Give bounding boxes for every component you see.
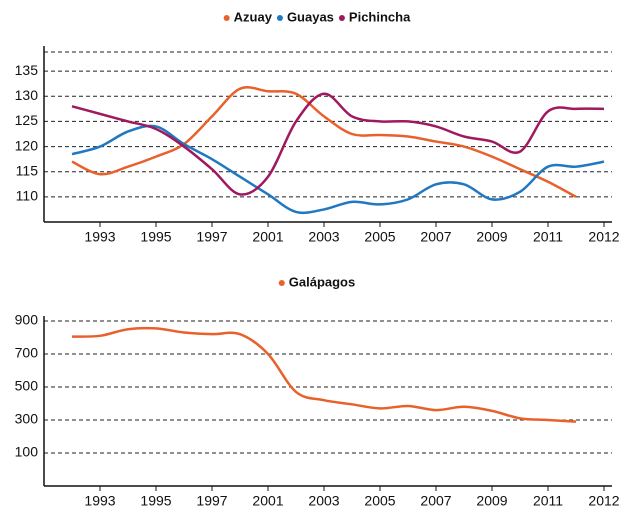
series-line (71, 124, 605, 215)
x-tick-label: 1997 (196, 229, 227, 245)
y-tick-label: 900 (15, 312, 39, 328)
x-tick-label: 2011 (533, 493, 563, 508)
legend-marker (223, 15, 230, 21)
legend-label: Galápagos (289, 274, 355, 289)
legend-marker (278, 280, 285, 286)
x-tick-label: 2009 (476, 229, 507, 245)
x-tick-label: 2005 (364, 229, 395, 245)
x-tick-label: 2005 (364, 493, 395, 508)
x-tick-label: 2001 (252, 229, 283, 245)
x-tick-label: 1993 (84, 229, 115, 245)
series-line (71, 86, 577, 198)
series-line (71, 326, 577, 423)
x-tick-label: 2009 (476, 493, 507, 508)
series-line (71, 92, 605, 196)
x-tick-label: 1993 (84, 493, 115, 508)
y-tick-label: 110 (16, 188, 39, 204)
x-tick-label: 1995 (140, 493, 171, 508)
x-tick-label: 2012 (588, 229, 619, 245)
x-tick-label: 2007 (420, 493, 451, 508)
y-tick-label: 500 (15, 378, 39, 394)
legend-label: Azuay (234, 9, 273, 24)
legend-marker (338, 15, 345, 21)
x-tick-label: 2003 (308, 229, 339, 245)
y-tick-label: 115 (16, 162, 39, 178)
legend-label: Guayas (287, 9, 334, 24)
legend-marker (276, 15, 283, 21)
x-tick-label: 2007 (420, 229, 451, 245)
x-tick-label: 2012 (588, 493, 619, 508)
x-tick-label: 1995 (140, 229, 171, 245)
y-tick-label: 120 (15, 137, 39, 153)
x-tick-label: 2001 (252, 493, 283, 508)
y-tick-label: 700 (15, 345, 39, 361)
y-tick-label: 125 (15, 112, 39, 128)
x-tick-label: 2003 (308, 493, 339, 508)
legend-label: Pichincha (349, 9, 411, 24)
y-tick-label: 135 (15, 62, 39, 78)
x-tick-label: 2011 (533, 229, 563, 245)
y-tick-label: 130 (15, 87, 39, 103)
y-tick-label: 300 (15, 411, 39, 427)
x-tick-label: 1997 (196, 493, 227, 508)
y-tick-label: 100 (15, 444, 39, 460)
